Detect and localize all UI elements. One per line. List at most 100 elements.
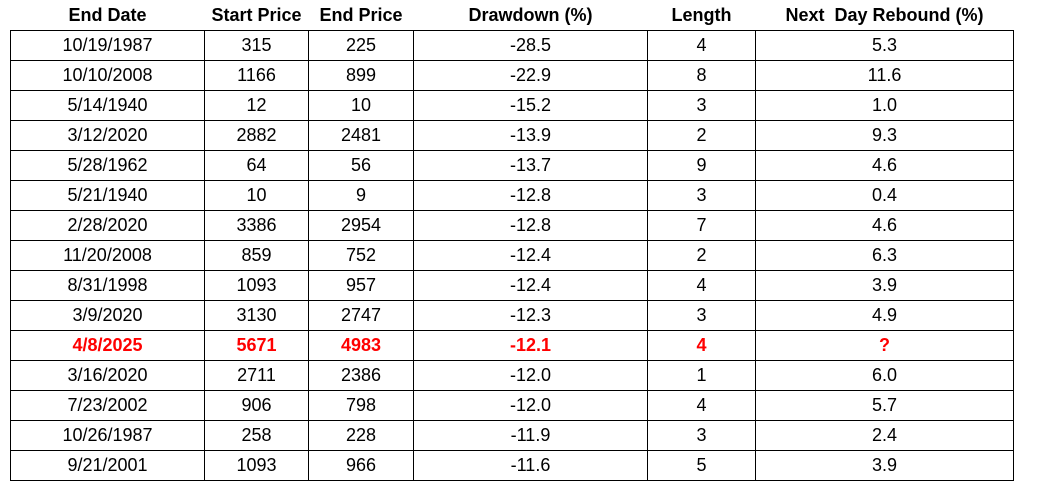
cell-drawdown-pct: -12.8 (413, 210, 648, 241)
cell-drawdown-pct: -12.4 (413, 240, 648, 271)
cell-length: 3 (647, 90, 756, 121)
cell-length: 8 (647, 60, 756, 91)
cell-end-date: 3/9/2020 (10, 300, 205, 331)
cell-end-date: 4/8/2025 (10, 330, 205, 361)
cell-start-price: 859 (204, 240, 309, 271)
header-next-day-rebound: Next Day Rebound (%) (785, 4, 984, 25)
cell-start-price: 10 (204, 180, 309, 211)
cell-start-price: 3130 (204, 300, 309, 331)
cell-start-price: 2882 (204, 120, 309, 151)
header-end-price: End Price (319, 4, 403, 25)
cell-next-day-rebound-pct: 4.9 (755, 300, 1014, 331)
cell-length: 7 (647, 210, 756, 241)
cell-length: 3 (647, 180, 756, 211)
cell-drawdown-pct: -11.9 (413, 420, 648, 451)
table-row: 3/9/2020 3130 2747 -12.3 3 4.9 (10, 300, 1014, 331)
cell-next-day-rebound-pct: 6.0 (755, 360, 1014, 391)
header-drawdown-pct: Drawdown (%) (468, 4, 593, 25)
cell-next-day-rebound-pct: 11.6 (755, 60, 1014, 91)
cell-length: 1 (647, 360, 756, 391)
cell-start-price: 3386 (204, 210, 309, 241)
cell-drawdown-pct: -13.7 (413, 150, 648, 181)
cell-start-price: 315 (204, 30, 309, 61)
cell-end-date: 7/23/2002 (10, 390, 205, 421)
cell-next-day-rebound-pct: 4.6 (755, 150, 1014, 181)
cell-end-date: 10/19/1987 (10, 30, 205, 61)
cell-start-price: 258 (204, 420, 309, 451)
table-row: 8/31/1998 1093 957 -12.4 4 3.9 (10, 270, 1014, 301)
table-row: 2/28/2020 3386 2954 -12.8 7 4.6 (10, 210, 1014, 241)
cell-drawdown-pct: -12.0 (413, 360, 648, 391)
drawdown-table: End Date Start Price End Price Drawdown … (10, 0, 1014, 481)
cell-end-price: 228 (308, 420, 414, 451)
cell-end-price: 899 (308, 60, 414, 91)
table-row: 11/20/2008 859 752 -12.4 2 6.3 (10, 240, 1014, 271)
cell-start-price: 1093 (204, 450, 309, 481)
cell-drawdown-pct: -15.2 (413, 90, 648, 121)
cell-end-price: 2386 (308, 360, 414, 391)
header-row: End Date Start Price End Price Drawdown … (11, 0, 1014, 31)
cell-start-price: 906 (204, 390, 309, 421)
cell-start-price: 2711 (204, 360, 309, 391)
cell-next-day-rebound-pct: 1.0 (755, 90, 1014, 121)
cell-next-day-rebound-pct: 5.3 (755, 30, 1014, 61)
cell-end-date: 8/31/1998 (10, 270, 205, 301)
header-end-date: End Date (68, 4, 147, 25)
table-row: 5/28/1962 64 56 -13.7 9 4.6 (10, 150, 1014, 181)
cell-start-price: 12 (204, 90, 309, 121)
cell-next-day-rebound-pct: 0.4 (755, 180, 1014, 211)
cell-next-day-rebound-pct: 2.4 (755, 420, 1014, 451)
cell-end-price: 56 (308, 150, 414, 181)
table-row: 10/19/1987 315 225 -28.5 4 5.3 (10, 30, 1014, 61)
cell-length: 9 (647, 150, 756, 181)
cell-length: 3 (647, 420, 756, 451)
cell-end-date: 5/14/1940 (10, 90, 205, 121)
cell-start-price: 5671 (204, 330, 309, 361)
cell-end-price: 2747 (308, 300, 414, 331)
cell-end-price: 4983 (308, 330, 414, 361)
table-row: 10/10/2008 1166 899 -22.9 8 11.6 (10, 60, 1014, 91)
cell-next-day-rebound-pct: 3.9 (755, 270, 1014, 301)
cell-length: 5 (647, 450, 756, 481)
cell-next-day-rebound-pct: 6.3 (755, 240, 1014, 271)
cell-drawdown-pct: -12.8 (413, 180, 648, 211)
header-length: Length (671, 4, 732, 25)
cell-drawdown-pct: -13.9 (413, 120, 648, 151)
cell-end-date: 3/12/2020 (10, 120, 205, 151)
cell-start-price: 64 (204, 150, 309, 181)
cell-start-price: 1166 (204, 60, 309, 91)
table-row: 9/21/2001 1093 966 -11.6 5 3.9 (10, 450, 1014, 481)
cell-end-price: 225 (308, 30, 414, 61)
cell-end-date: 11/20/2008 (10, 240, 205, 271)
cell-start-price: 1093 (204, 270, 309, 301)
cell-end-date: 5/21/1940 (10, 180, 205, 211)
table-header: End Date Start Price End Price Drawdown … (11, 0, 1014, 31)
cell-drawdown-pct: -11.6 (413, 450, 648, 481)
cell-end-price: 2481 (308, 120, 414, 151)
table-row: 5/21/1940 10 9 -12.8 3 0.4 (10, 180, 1014, 211)
cell-length: 3 (647, 300, 756, 331)
cell-end-price: 9 (308, 180, 414, 211)
cell-end-date: 9/21/2001 (10, 450, 205, 481)
cell-end-date: 5/28/1962 (10, 150, 205, 181)
cell-drawdown-pct: -12.1 (413, 330, 648, 361)
cell-length: 4 (647, 390, 756, 421)
table-row: 10/26/1987 258 228 -11.9 3 2.4 (10, 420, 1014, 451)
cell-drawdown-pct: -28.5 (413, 30, 648, 61)
cell-next-day-rebound-pct: 3.9 (755, 450, 1014, 481)
cell-end-price: 966 (308, 450, 414, 481)
cell-end-price: 798 (308, 390, 414, 421)
cell-next-day-rebound-pct: 9.3 (755, 120, 1014, 151)
cell-drawdown-pct: -22.9 (413, 60, 648, 91)
table-row: 5/14/1940 12 10 -15.2 3 1.0 (10, 90, 1014, 121)
cell-end-price: 2954 (308, 210, 414, 241)
cell-end-date: 2/28/2020 (10, 210, 205, 241)
cell-end-price: 752 (308, 240, 414, 271)
table-row: 3/12/2020 2882 2481 -13.9 2 9.3 (10, 120, 1014, 151)
table-row: 7/23/2002 906 798 -12.0 4 5.7 (10, 390, 1014, 421)
cell-next-day-rebound-pct: 5.7 (755, 390, 1014, 421)
cell-length: 4 (647, 330, 756, 361)
table-row: 3/16/2020 2711 2386 -12.0 1 6.0 (10, 360, 1014, 391)
cell-drawdown-pct: -12.4 (413, 270, 648, 301)
